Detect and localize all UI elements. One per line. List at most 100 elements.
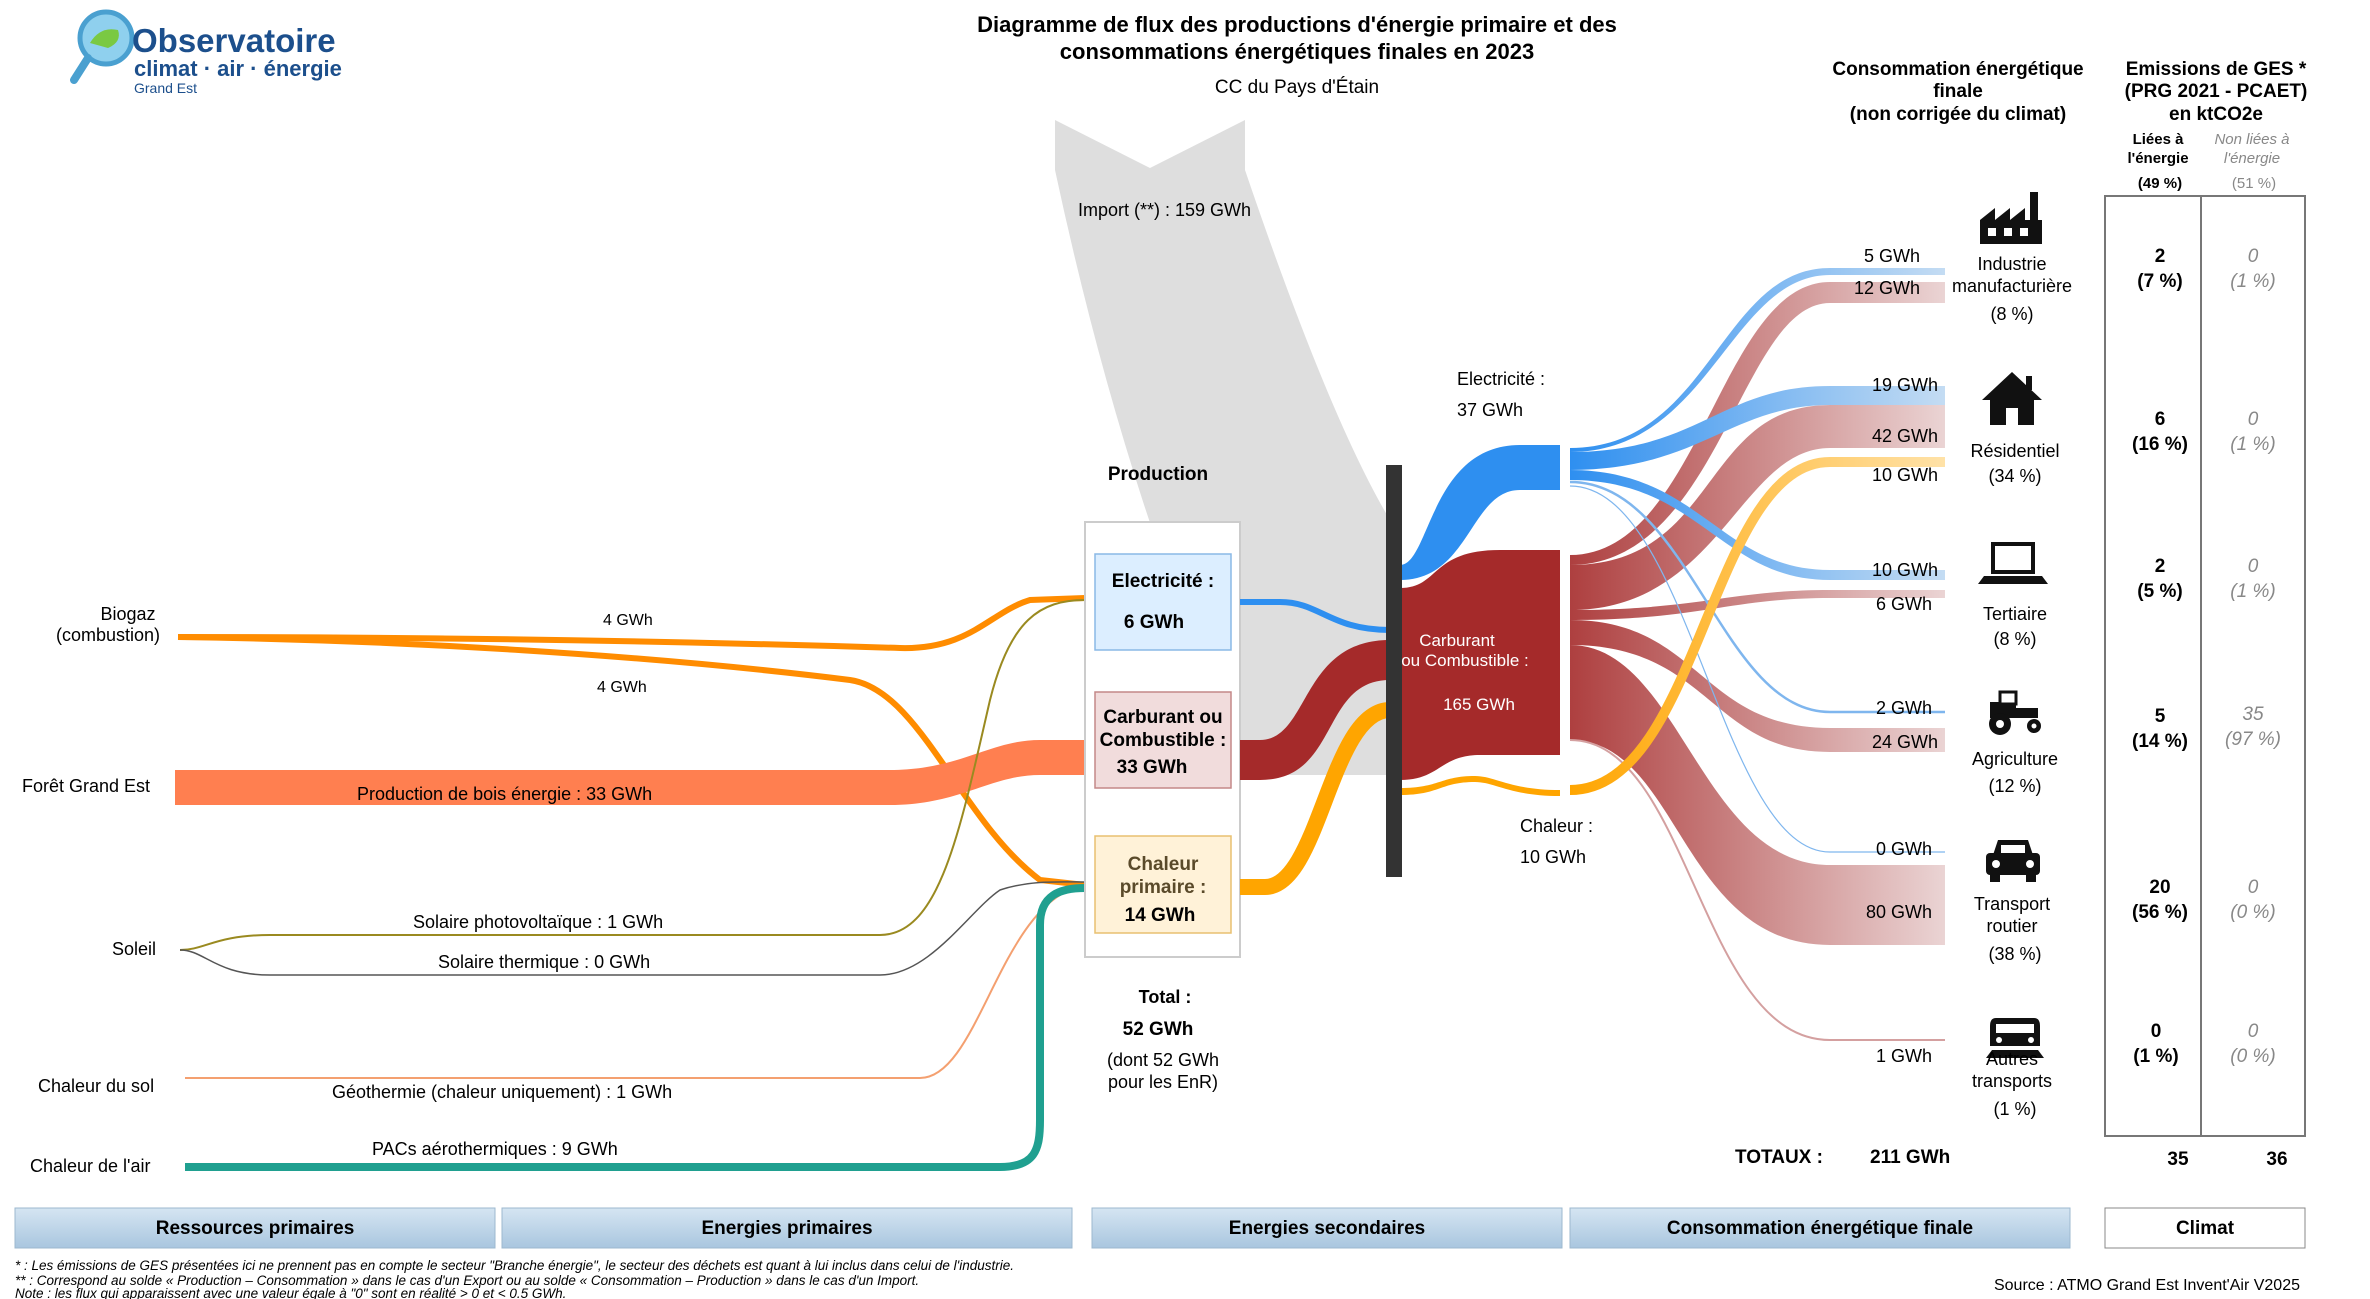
pv-flow-label: Solaire photovoltaïque : 1 GWh (413, 912, 663, 932)
fuel-to-residential-flow (1570, 405, 1945, 610)
biogaz-to-heat-flow (177, 634, 1086, 888)
ges-residential-energy: 6 (2155, 409, 2166, 430)
ges-road-transport-other: 0 (2248, 877, 2259, 898)
footer-bar-climate-label: Climat (2176, 1218, 2235, 1239)
ges-agriculture-energy-pct: (14 %) (2132, 731, 2188, 752)
elec-to-road-transport-flow (1569, 485, 1945, 853)
ges-header-line3: en ktCO2e (2169, 104, 2263, 125)
production-fuel-value: 33 GWh (1117, 757, 1188, 778)
source-air: Chaleur de l'air (30, 1156, 151, 1176)
leaf-icon (90, 29, 119, 48)
ges-road-transport-other-pct: (0 %) (2230, 902, 2275, 923)
road-transport-flow-label-2: 80 GWh (1866, 902, 1932, 922)
ges-values: 2 (7 %) 0 (1 %) 6 (16 %) 0 (1 %) 2 (5 %)… (2132, 246, 2281, 1067)
footer-bar-climate (2104, 1207, 2306, 1249)
fuel-to-road-transport-flow (1570, 645, 1945, 945)
heat-to-secondary-flow (1240, 702, 1392, 895)
ges-other-transport-energy-pct: (1 %) (2133, 1046, 2178, 1067)
solar-thermal-flow (179, 881, 1086, 976)
ges-col2-header-1: Non liées à (2214, 131, 2289, 148)
secondary-heat-value: 10 GWh (1520, 847, 1586, 867)
residential-flow-label-3: 10 GWh (1872, 465, 1938, 485)
production-heat-value: 14 GWh (1125, 905, 1196, 926)
secondary-elec-value: 37 GWh (1457, 400, 1523, 420)
train-icon (1986, 1018, 2044, 1058)
totals-ges-energy: 35 (2167, 1149, 2189, 1170)
fuel-to-tertiary-flow (1570, 590, 1945, 620)
ges-industry-other-pct: (1 %) (2230, 271, 2275, 292)
ges-agriculture-other-pct: (97 %) (2225, 729, 2281, 750)
sector-tertiary-share: (8 %) (1993, 629, 2036, 649)
sector-residential-share: (34 %) (1988, 466, 2041, 486)
agriculture-flow-label-1: 2 GWh (1876, 698, 1932, 718)
tertiary-flow-label-1: 10 GWh (1872, 560, 1938, 580)
logo-title: Observatoire (132, 22, 336, 59)
page-subtitle: CC du Pays d'Étain (1215, 77, 1379, 98)
ges-other-transport-other-pct: (0 %) (2230, 1046, 2275, 1067)
heat-to-residential-flow (1569, 457, 1945, 795)
source-sun: Soleil (112, 939, 156, 959)
elec-to-residential-flow (1570, 386, 1945, 470)
logo-subtitle: climat · air · énergie (134, 56, 342, 81)
ges-table-frame (2104, 195, 2306, 1137)
ges-col1-header-1: Liées à (2133, 131, 2185, 148)
biogaz-flow-label-2: 4 GWh (597, 679, 647, 696)
sector-road-transport-name1: Transport (1974, 894, 2050, 914)
sector-industry-share: (8 %) (1990, 304, 2033, 324)
source-note: Source : ATMO Grand Est Invent'Air V2025 (1994, 1277, 2300, 1294)
production-total-label: Total : (1139, 987, 1192, 1007)
footer-bar-primary-resources (14, 1207, 496, 1249)
sector-names: Industrie manufacturière (8 %) Résidenti… (1952, 254, 2072, 1119)
import-flow (1055, 120, 1390, 775)
consumption-header-line1: Consommation énergétique (1832, 59, 2083, 80)
ges-road-transport-energy: 20 (2149, 877, 2170, 898)
ges-col2-share: (51 %) (2232, 175, 2276, 192)
source-ground: Chaleur du sol (38, 1076, 154, 1096)
ges-other-transport-energy: 0 (2151, 1021, 2162, 1042)
wood-flow-label: Production de bois énergie : 33 GWh (357, 784, 652, 804)
fuel-to-secondary-flow (1240, 640, 1390, 780)
heat-pump-flow (185, 884, 1086, 1171)
factory-icon (1980, 192, 2042, 244)
road-transport-flow-label-1: 0 GWh (1876, 839, 1932, 859)
production-title: Production (1108, 464, 1208, 485)
sector-industry-name2: manufacturière (1952, 276, 2072, 296)
sector-other-transport-name1: Autres (1986, 1049, 2038, 1069)
footnote-2: ** : Correspond au solde « Production – … (15, 1273, 919, 1288)
solar-thermal-flow-label: Solaire thermique : 0 GWh (438, 952, 650, 972)
production-elec-box (1094, 553, 1232, 651)
ges-header-line1: Emissions de GES * (2126, 59, 2307, 80)
totals-ges-other: 36 (2266, 1149, 2287, 1170)
consumption-flow-labels: 5 GWh 12 GWh 19 GWh 42 GWh 10 GWh 10 GWh… (1854, 246, 1938, 1066)
house-icon (1982, 372, 2042, 425)
ges-residential-other: 0 (2248, 409, 2259, 430)
sector-tertiary-name: Tertiaire (1983, 604, 2047, 624)
footer-bar-secondary-energy-label: Energies secondaires (1229, 1218, 1425, 1239)
footer-bars: Ressources primaires Energies primaires … (14, 1207, 2306, 1249)
pv-flow (179, 599, 1086, 951)
wood-flow (175, 740, 1085, 805)
footnote-3: Note : les flux qui apparaissent avec un… (15, 1286, 566, 1299)
production-heat-label-1: Chaleur (1128, 854, 1199, 875)
secondary-fuel-label-1: Carburant (1419, 631, 1495, 650)
fuel-to-industry-flow (1570, 282, 1945, 565)
ges-agriculture-energy: 5 (2155, 706, 2166, 727)
fuel-to-agriculture-flow (1570, 620, 1945, 752)
sector-road-transport-name2: routier (1986, 916, 2037, 936)
ges-industry-energy-pct: (7 %) (2137, 271, 2182, 292)
biogaz-to-elec-flow (177, 595, 1086, 652)
elec-to-tertiary-flow (1570, 470, 1945, 580)
residential-flow-label-2: 42 GWh (1872, 426, 1938, 446)
other-transport-flow-label: 1 GWh (1876, 1046, 1932, 1066)
source-biogaz-line2: (combustion) (56, 625, 160, 645)
sector-other-transport-share: (1 %) (1993, 1099, 2036, 1119)
conversion-bar (1386, 465, 1402, 877)
footer-bar-primary-energy (501, 1207, 1073, 1249)
footer-bar-final-consumption (1569, 1207, 2071, 1249)
footnote-1: * : Les émissions de GES présentées ici … (15, 1258, 1014, 1273)
laptop-icon (1978, 542, 2048, 584)
ges-other-transport-other: 0 (2248, 1021, 2259, 1042)
production-heat-box (1094, 835, 1232, 934)
ges-col2-header-2: l'énergie (2224, 150, 2280, 167)
